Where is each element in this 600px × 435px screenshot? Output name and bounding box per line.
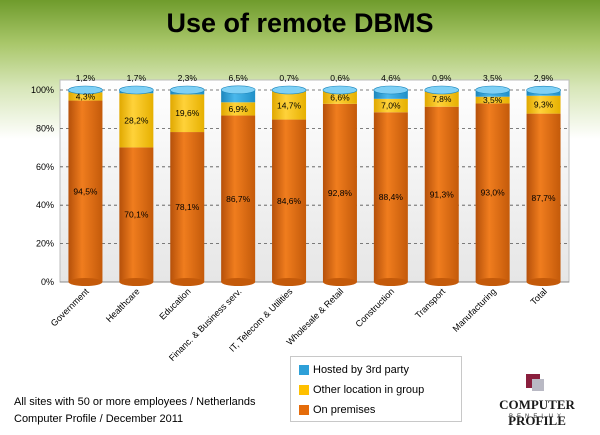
bar-on-premises-transport [424,106,459,282]
data-label-hosted-education: 2,3% [178,73,198,83]
logo-subtitle: BENELUX [508,414,565,420]
bar-top-education [169,85,205,95]
logo-name: COMPUTER PROFILE [499,397,575,428]
y-tick-label: 20% [36,239,54,249]
legend-swatch-hosted [299,365,309,375]
bar-on-premises-healthcare [119,147,154,282]
bar-base-government [68,278,103,286]
bar-hosted-construction [373,90,408,99]
bar-base-wholesale-retail [322,278,357,286]
bar-other-location-government [68,92,103,101]
bar-other-location-construction [373,98,408,113]
legend-swatch-onpremises [299,405,309,415]
bar-other-location-transport [424,91,459,107]
data-label-on-premises-transport: 91,3% [430,189,455,199]
footnote: All sites with 50 or more employees / Ne… [14,394,256,428]
data-label-on-premises-wholesale-retail: 92,8% [328,188,353,198]
bar-top-manufacturing [475,85,510,95]
bar-on-premises-it-telecom-utilities [272,119,307,283]
data-label-other-location-healthcare: 28,2% [124,115,149,125]
bar-top-total [526,85,561,95]
bar-other-location-financ-business-serv [221,102,256,116]
bar-other-location-it-telecom-utilities [272,91,307,120]
data-label-hosted-transport: 0,9% [432,73,452,83]
data-label-other-location-total: 9,3% [534,100,554,110]
y-axis-ticks: 0% 20% 40% 60% 80% 100% [31,85,54,287]
logo-mark-icon [526,374,544,392]
y-tick-label: 100% [31,85,54,95]
bar-on-premises-financ-business-serv [221,115,256,282]
bar-top-government [68,85,103,95]
legend-label-other: Other location in group [313,384,425,396]
data-label-hosted-construction: 4,6% [381,73,401,83]
bar-base-it-telecom-utilities [272,278,307,286]
data-label-on-premises-total: 87,7% [531,193,556,203]
data-label-hosted-total: 2,9% [534,73,554,83]
data-label-other-location-transport: 7,8% [432,94,452,104]
data-label-on-premises-education: 78,1% [175,202,200,212]
bar-on-premises-government [68,100,103,282]
bar-top-it-telecom-utilities [271,85,307,95]
data-label-other-location-construction: 7,0% [381,101,401,111]
data-label-other-location-manufacturing: 3,5% [483,95,503,105]
chart-title: Use of remote DBMS [166,8,434,38]
bar-top-wholesale-retail [322,85,358,95]
bar-other-location-wholesale-retail [322,91,357,104]
bar-other-location-total [526,95,561,114]
bar-base-transport [424,278,459,286]
data-label-other-location-it-telecom-utilities: 14,7% [277,100,302,110]
bars [68,85,561,286]
bar-base-education [170,278,205,286]
bar-base-total [526,278,561,286]
bar-on-premises-construction [373,112,408,282]
y-tick-label: 80% [36,123,54,133]
bar-other-location-manufacturing [475,96,510,104]
data-labels: 94,5% 4,3% 1,2% 70,1% 28,2% 1,7% 78,1% 19,6% 2,3… [73,73,556,220]
data-label-hosted-manufacturing: 3,5% [483,73,503,83]
legend: Hosted by 3rd party Other location in gr… [290,356,462,422]
bar-on-premises-education [170,132,205,282]
data-label-on-premises-manufacturing: 93,0% [481,188,506,198]
bar-on-premises-total [526,113,561,282]
footnote-line-1: All sites with 50 or more employees / Ne… [14,396,256,408]
bar-base-construction [373,278,408,286]
y-tick-label: 40% [36,200,54,210]
data-label-other-location-government: 4,3% [76,91,96,101]
bar-top-construction [373,85,409,95]
bar-top-financ-business-serv [220,85,256,95]
data-label-other-location-education: 19,6% [175,108,200,118]
legend-swatch-other [299,385,309,395]
data-label-on-premises-construction: 88,4% [379,192,404,202]
bar-base-manufacturing [475,278,510,286]
data-label-on-premises-healthcare: 70,1% [124,210,149,220]
bar-base-healthcare [119,278,154,286]
bar-base-financ-business-serv [221,278,256,286]
data-label-hosted-financ-business-serv: 6,5% [228,73,248,83]
company-logo: COMPUTER PROFILE BENELUX [482,372,592,428]
data-label-hosted-it-telecom-utilities: 0,7% [279,73,299,83]
data-label-hosted-wholesale-retail: 0,6% [330,73,350,83]
y-tick-label: 0% [41,277,54,287]
bar-other-location-education [170,94,205,133]
bar-other-location-healthcare [119,93,154,148]
data-label-hosted-government: 1,2% [76,73,96,83]
data-label-hosted-healthcare: 1,7% [127,73,147,83]
y-tick-label: 60% [36,162,54,172]
bar-on-premises-wholesale-retail [322,103,357,282]
data-label-on-premises-it-telecom-utilities: 84,6% [277,196,302,206]
data-label-on-premises-financ-business-serv: 86,7% [226,194,251,204]
data-label-other-location-wholesale-retail: 6,6% [330,92,350,102]
footnote-line-2: Computer Profile / December 2011 [14,413,184,425]
bar-top-transport [424,85,460,95]
bar-top-healthcare [119,85,154,95]
legend-label-onpremises: On premises [313,404,376,416]
bar-on-premises-manufacturing [475,103,510,282]
data-label-on-premises-government: 94,5% [73,186,98,196]
legend-label-hosted: Hosted by 3rd party [313,364,409,376]
data-label-other-location-financ-business-serv: 6,9% [228,104,248,114]
